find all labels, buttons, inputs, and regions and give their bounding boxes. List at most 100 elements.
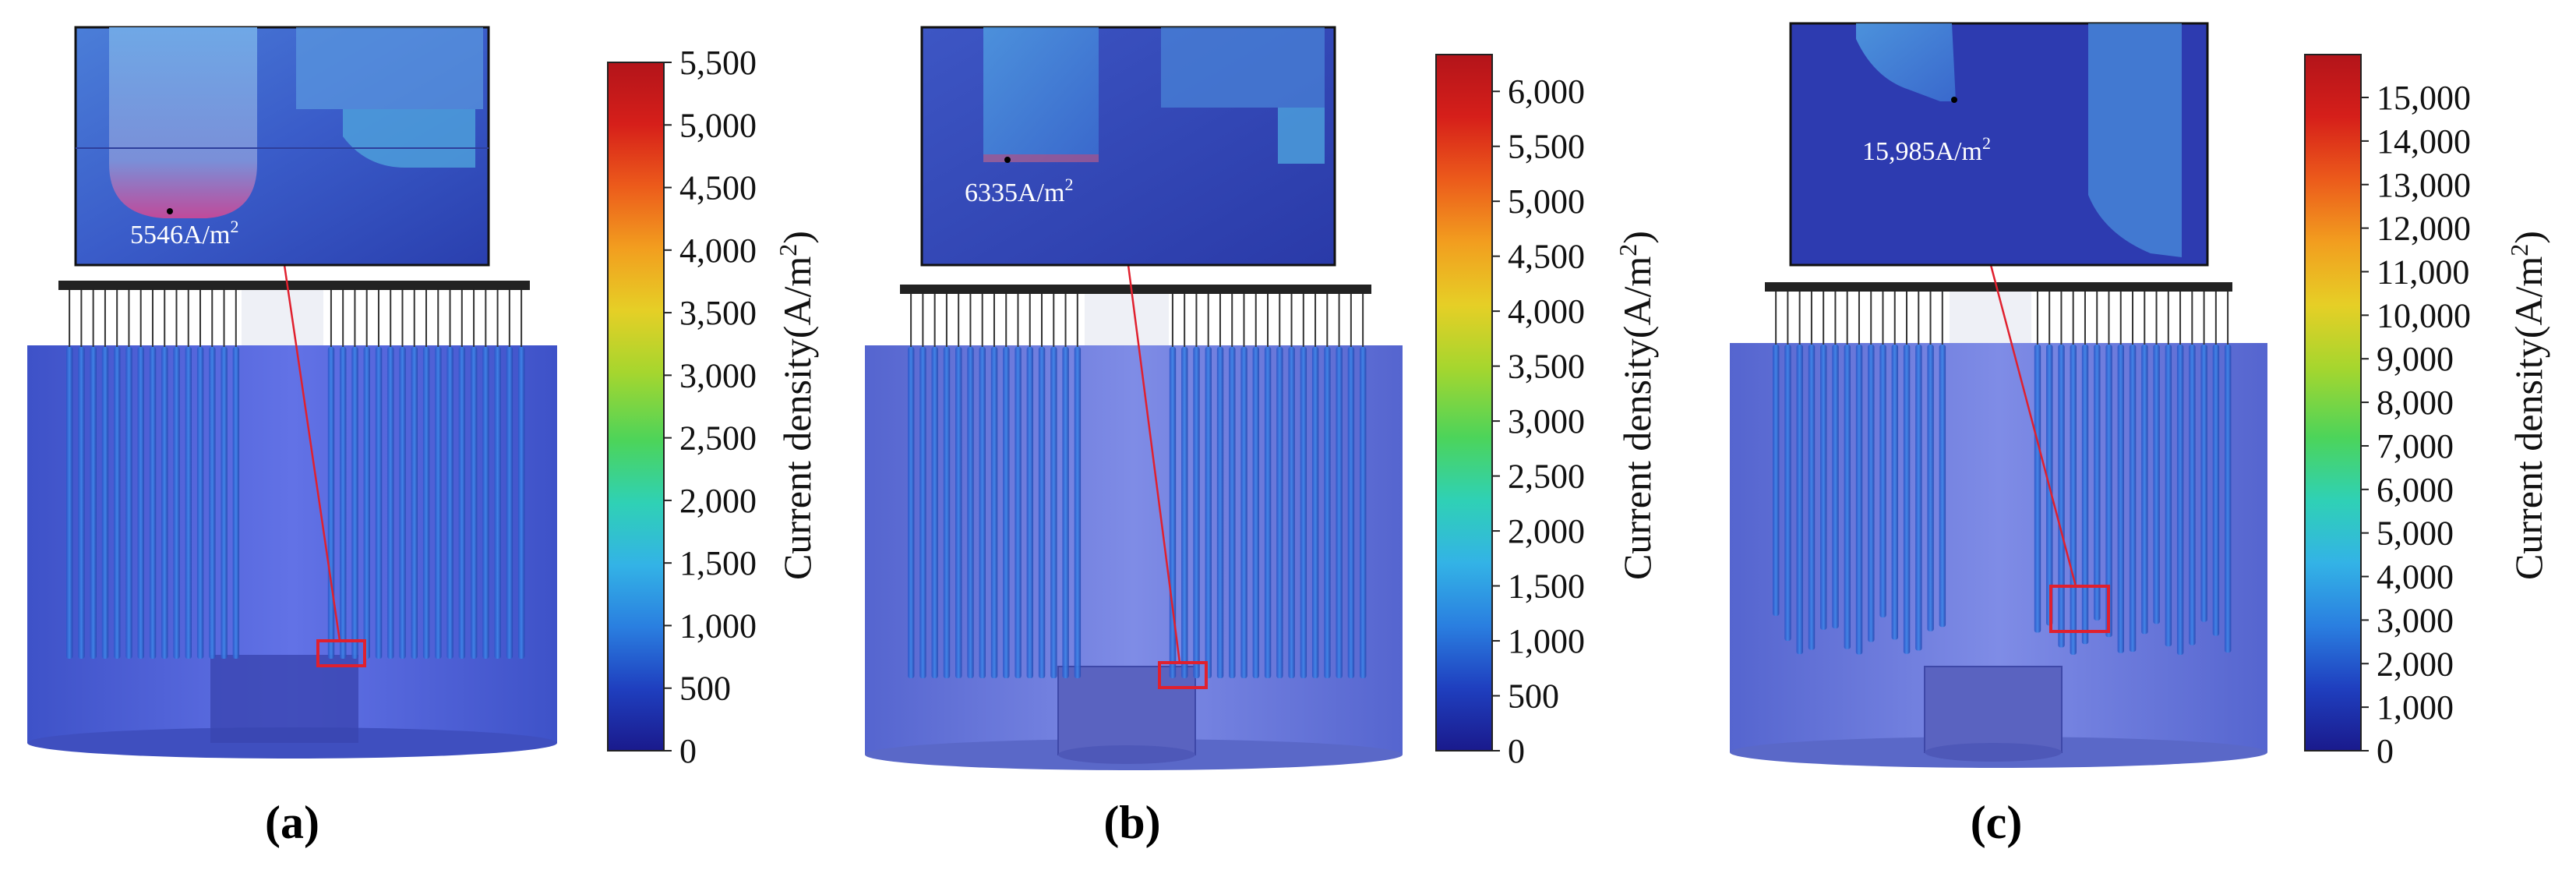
center-column [1057, 666, 1196, 755]
electrode-rod [2165, 345, 2172, 647]
colorbar-gradient [607, 62, 665, 752]
electrode-rod [363, 347, 370, 659]
electrode-tip [1856, 23, 1956, 101]
electrode-rod [2176, 345, 2184, 655]
colorbar-b: 0 500 1,000 1,500 2,000 2,500 3,000 3,500 4,000 4… [1435, 54, 1659, 770]
colorbar-gradient [2304, 54, 2362, 752]
electrode-rod [137, 347, 144, 659]
electrode-rod [482, 347, 489, 659]
electrode-rod [1300, 347, 1307, 678]
colorbar-title: Current density(A/m2) [774, 231, 819, 580]
connector-wires [69, 290, 523, 347]
electrode-rod [1252, 347, 1260, 678]
zoom-box [316, 639, 366, 667]
electrode-tip [983, 27, 1099, 162]
adjacent-tip [343, 109, 475, 168]
colorbar-tick-label: 2,000 [2377, 645, 2454, 683]
electrode-rod [90, 347, 97, 659]
electrolyzer-model-a [27, 264, 557, 759]
colorbar-tick-label: 5,000 [679, 106, 757, 144]
electrode-rod [2141, 345, 2148, 635]
panel-label: (b) [1103, 797, 1160, 848]
electrode-rod [387, 347, 394, 659]
electrode-rod [1026, 347, 1034, 678]
electrode-rod [1216, 347, 1224, 678]
electrode-rod [422, 347, 430, 659]
colorbar-tick-label: 4,500 [1508, 238, 1585, 276]
colorbar-gradient [1435, 54, 1493, 752]
electrode-rods [66, 347, 525, 659]
colorbar-tick-label: 1,500 [1508, 568, 1585, 606]
colorbar-tick-label: 0 [679, 732, 697, 770]
colorbar-ticks: 0 1,000 2,000 3,000 4,000 5,000 6,000 7,000 8,00… [2361, 79, 2471, 770]
electrode-rod [2200, 345, 2207, 622]
electrode-rod [506, 347, 513, 659]
column-bottom [1058, 745, 1195, 764]
electrode-rod [990, 347, 998, 678]
electrode-rod [101, 347, 109, 659]
electrode-rod [943, 347, 951, 678]
colorbar-tick-label: 5,500 [1508, 128, 1585, 166]
electrode-rod [161, 347, 168, 659]
electrode-rod [1868, 345, 1875, 642]
colorbar-tick-label: 5,000 [1508, 182, 1585, 221]
center-gap [242, 290, 323, 345]
colorbar-tick-label: 3,000 [2377, 601, 2454, 639]
colorbar-tick-label: 14,000 [2377, 122, 2471, 161]
electrode-rod [1879, 345, 1886, 617]
electrode-rod [1276, 347, 1283, 678]
electrode-rod [2189, 345, 2196, 645]
zoom-inset-c: 15,985A/m2 [1789, 22, 2209, 267]
electrode-rod [1193, 347, 1200, 678]
callout-value: 5546A/m2 [130, 217, 238, 249]
electrode-rod [2212, 345, 2220, 636]
colorbar-tick-label: 2,500 [1508, 458, 1585, 496]
electrode-rod [1773, 345, 1780, 616]
electrode-rod [1311, 347, 1319, 678]
colorbar-tick-label: 12,000 [2377, 210, 2471, 248]
electrode-rod [2070, 345, 2077, 655]
electrode-rod [931, 347, 938, 678]
electrode-rod [2058, 345, 2065, 648]
colorbar-tick-label: 3,500 [679, 294, 757, 332]
electrode-rod [1855, 345, 1863, 655]
electrode-rod [209, 347, 216, 659]
electrode-rod [1336, 347, 1343, 678]
colorbar-tick-label: 1,500 [679, 544, 757, 582]
electrode-rod [173, 347, 180, 659]
adjacent-part [2088, 23, 2182, 257]
center-gap [1950, 292, 2031, 343]
electrolyzer-model-c [1730, 264, 2267, 768]
colorbar-tick-label: 3,000 [679, 356, 757, 394]
top-plate [58, 281, 530, 290]
panel-label: (c) [1971, 797, 2023, 848]
colorbar-tick-label: 5,500 [679, 44, 757, 82]
electrode-rod [2117, 345, 2125, 653]
panel-c: 15,985A/m2 0 1,000 2,000 3,000 4,000 5,000 6,0… [1730, 22, 2550, 848]
electrode-rod [2153, 345, 2160, 624]
electrode-rod [919, 347, 926, 678]
colorbar-tick-label: 13,000 [2377, 166, 2471, 204]
electrode-rod [1038, 347, 1046, 678]
electrode-rod [2081, 345, 2089, 645]
colorbar-tick-label: 2,000 [1508, 512, 1585, 550]
colorbar-tick-label: 11,000 [2377, 253, 2469, 291]
electrode-rod [411, 347, 418, 659]
electrode-rods [1773, 345, 2232, 655]
electrode-rod [979, 347, 986, 678]
electrode-rod [1264, 347, 1272, 678]
center-column [210, 655, 358, 743]
zoom-box [2049, 585, 2110, 633]
electrode-rod [1205, 347, 1212, 678]
electrode-rod [2034, 345, 2041, 633]
panel-label: (a) [265, 797, 319, 848]
tip-edge [983, 154, 1099, 162]
center-gap [1085, 294, 1169, 345]
colorbar-tick-label: 500 [1508, 677, 1559, 716]
colorbar-tick-label: 2,500 [679, 419, 757, 458]
zoom-line [283, 264, 341, 642]
colorbar-tick-label: 7,000 [2377, 427, 2454, 465]
electrode-rod [2094, 345, 2101, 621]
electrode-rod [446, 347, 453, 659]
